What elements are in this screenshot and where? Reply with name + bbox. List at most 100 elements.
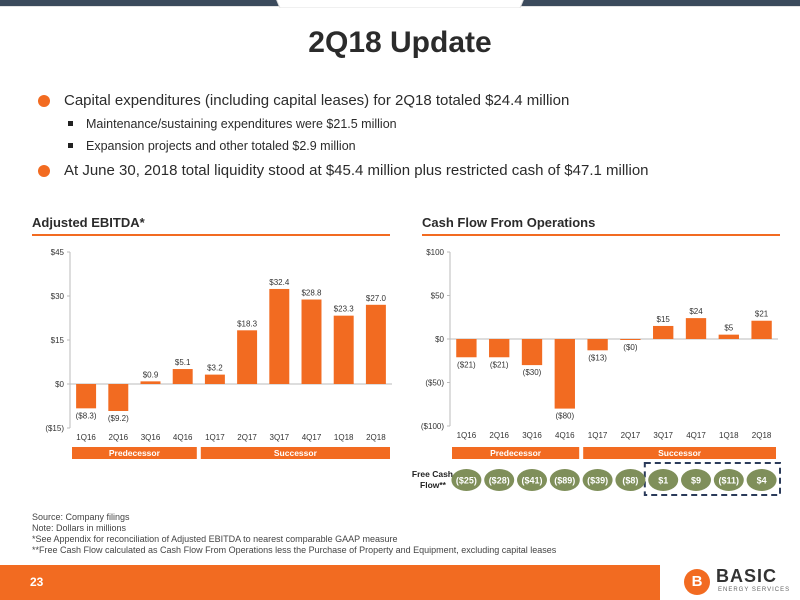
ebitda-y-tick-label: $0 <box>55 380 64 389</box>
ebitda-bar <box>76 384 97 409</box>
ebitda-value-label: $32.4 <box>269 278 290 287</box>
cfo-category-label: 1Q16 <box>457 431 477 440</box>
cfo-bar <box>521 339 543 366</box>
cfo-value-label: $24 <box>689 307 703 316</box>
fcf-oval <box>746 469 777 491</box>
fcf-oval <box>484 469 515 491</box>
cfo-value-label: ($80) <box>555 412 574 421</box>
ebitda-category-label: 1Q17 <box>205 433 225 442</box>
fcf-value: $1 <box>658 476 668 486</box>
fcf-oval <box>681 469 711 491</box>
fcf-oval <box>517 469 547 491</box>
sub-bullet-maintenance-text: Maintenance/sustaining expenditures were… <box>86 117 397 131</box>
ebitda-group-label: Predecessor <box>109 448 161 458</box>
cfo-category-label: 1Q17 <box>588 431 608 440</box>
ebitda-bar <box>204 374 225 384</box>
ebitda-category-label: 1Q16 <box>76 433 96 442</box>
ebitda-category-label: 4Q17 <box>302 433 322 442</box>
cfo-value-label: ($21) <box>490 360 509 369</box>
ebitda-value-label: $0.9 <box>143 370 159 379</box>
ebitda-value-label: ($9.2) <box>108 414 129 423</box>
ebitda-y-tick-label: $15 <box>51 336 65 345</box>
bullet-liquidity-text: At June 30, 2018 total liquidity stood a… <box>64 162 649 179</box>
cfo-bar <box>489 339 510 358</box>
cfo-bar <box>685 318 707 339</box>
ebitda-value-label: $23.3 <box>334 305 355 314</box>
cfo-chart-title: Cash Flow From Operations <box>422 215 596 230</box>
bullet-list: Capital expenditures (including capital … <box>28 90 788 184</box>
ebitda-bar <box>108 384 129 411</box>
cfo-bar <box>554 339 575 409</box>
ebitda-group-band <box>72 447 197 459</box>
fcf-highlight-box <box>643 462 781 496</box>
cfo-value-label: $15 <box>657 315 671 324</box>
page-number: 23 <box>30 575 44 589</box>
cfo-value-label: ($0) <box>623 343 638 352</box>
sub-bullet-expansion: Expansion projects and other totaled $2.… <box>28 136 788 158</box>
ebitda-chart: ($15) $0 $15 $30 $45 ($8.3) 1Q16 ($9.2) 2Q16 $0.9… <box>45 248 392 459</box>
fcf-value: ($11) <box>719 476 740 486</box>
cfo-group-label: Successor <box>658 448 702 458</box>
ebitda-value-label: $28.8 <box>301 289 322 298</box>
ebitda-value-label: ($8.3) <box>76 411 97 420</box>
cfo-category-label: 2Q18 <box>752 431 772 440</box>
ebitda-category-label: 3Q16 <box>141 433 161 442</box>
ebitda-chart-title: Adjusted EBITDA* <box>32 215 145 230</box>
ebitda-bar <box>333 315 354 384</box>
cfo-category-label: 2Q17 <box>621 431 641 440</box>
cfo-category-label: 4Q17 <box>686 431 706 440</box>
footnote-note: Note: Dollars in millions <box>32 523 127 533</box>
sub-bullet-expansion-text: Expansion projects and other totaled $2.… <box>86 139 356 153</box>
fcf-oval <box>549 469 580 491</box>
cfo-value-label: ($30) <box>523 368 542 377</box>
cfo-bar <box>587 339 608 351</box>
page-title: 2Q18 Update <box>308 26 492 59</box>
cfo-category-label: 2Q16 <box>489 431 509 440</box>
ebitda-value-label: $3.2 <box>207 364 223 373</box>
cfo-title-rule <box>422 234 780 236</box>
fcf-value: ($89) <box>554 476 575 486</box>
company-logo-name: BASIC <box>716 566 778 586</box>
bullet-liquidity: At June 30, 2018 total liquidity stood a… <box>28 160 788 184</box>
header-tab <box>276 0 524 8</box>
company-logo-icon: B <box>684 569 710 595</box>
company-logo-tagline: ENERGY SERVICES <box>718 587 791 593</box>
footnotes: Source: Company filings Note: Dollars in… <box>32 512 556 556</box>
fcf-row-label: Flow** <box>420 480 447 490</box>
fcf-row-label: Free Cash <box>412 469 453 479</box>
cfo-category-label: 1Q18 <box>719 431 739 440</box>
footnote-source: Source: Company filings <box>32 512 130 522</box>
ebitda-category-label: 2Q18 <box>366 433 386 442</box>
cfo-y-tick-label: ($50) <box>425 379 444 388</box>
ebitda-bar <box>172 369 193 384</box>
cfo-chart: ($100) ($50) $0 $50 $100 ($21) 1Q16 ($21) 2Q16 ($… <box>412 248 781 496</box>
cfo-group-label: Predecessor <box>490 448 542 458</box>
ebitda-y-tick-label: ($15) <box>45 424 64 433</box>
ebitda-category-label: 4Q16 <box>173 433 193 442</box>
cfo-value-label: $5 <box>724 324 733 333</box>
ebitda-y-tick-label: $45 <box>51 248 65 257</box>
cfo-bar <box>718 334 739 339</box>
ebitda-y-tick-label: $30 <box>51 292 65 301</box>
bullet-capex: Capital expenditures (including capital … <box>28 90 788 114</box>
bullet-dot-icon <box>38 165 50 177</box>
footnote-ebitda: *See Appendix for reconciliation of Adju… <box>32 534 398 544</box>
fcf-value: ($28) <box>489 476 510 486</box>
fcf-value: ($8) <box>622 476 638 486</box>
cfo-bar <box>456 339 477 358</box>
ebitda-category-label: 1Q18 <box>334 433 354 442</box>
ebitda-group-band <box>200 447 390 459</box>
ebitda-bar <box>140 381 161 384</box>
ebitda-bar <box>269 288 290 384</box>
ebitda-title-rule <box>32 234 390 236</box>
cfo-y-tick-label: $100 <box>426 248 444 257</box>
cfo-bar <box>751 320 772 339</box>
ebitda-bar <box>365 304 386 384</box>
fcf-oval <box>648 469 679 491</box>
cfo-value-label: ($13) <box>588 353 607 362</box>
cfo-value-label: $21 <box>755 310 769 319</box>
cfo-y-tick-label: $50 <box>431 292 445 301</box>
fcf-oval <box>713 469 744 491</box>
cfo-y-tick-label: $0 <box>435 335 444 344</box>
fcf-value: ($25) <box>456 476 477 486</box>
